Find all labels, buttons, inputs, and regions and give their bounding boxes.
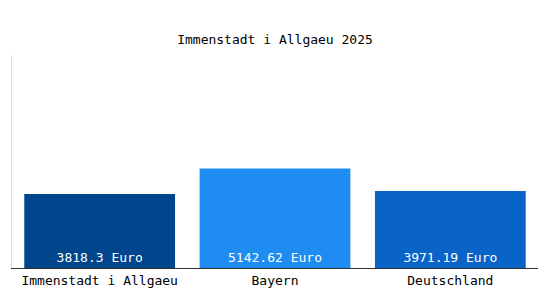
svg-text:Immenstadt i Allgaeu 2025: Immenstadt i Allgaeu 2025 xyxy=(177,32,373,47)
svg-text:Bayern: Bayern xyxy=(252,273,299,288)
svg-text:Immenstadt i Allgaeu: Immenstadt i Allgaeu xyxy=(21,273,178,288)
svg-text:3818.3 Euro: 3818.3 Euro xyxy=(57,250,143,265)
svg-text:Deutschland: Deutschland xyxy=(407,273,493,288)
svg-text:3971.19 Euro: 3971.19 Euro xyxy=(403,250,497,265)
svg-text:5142.62 Euro: 5142.62 Euro xyxy=(228,250,322,265)
